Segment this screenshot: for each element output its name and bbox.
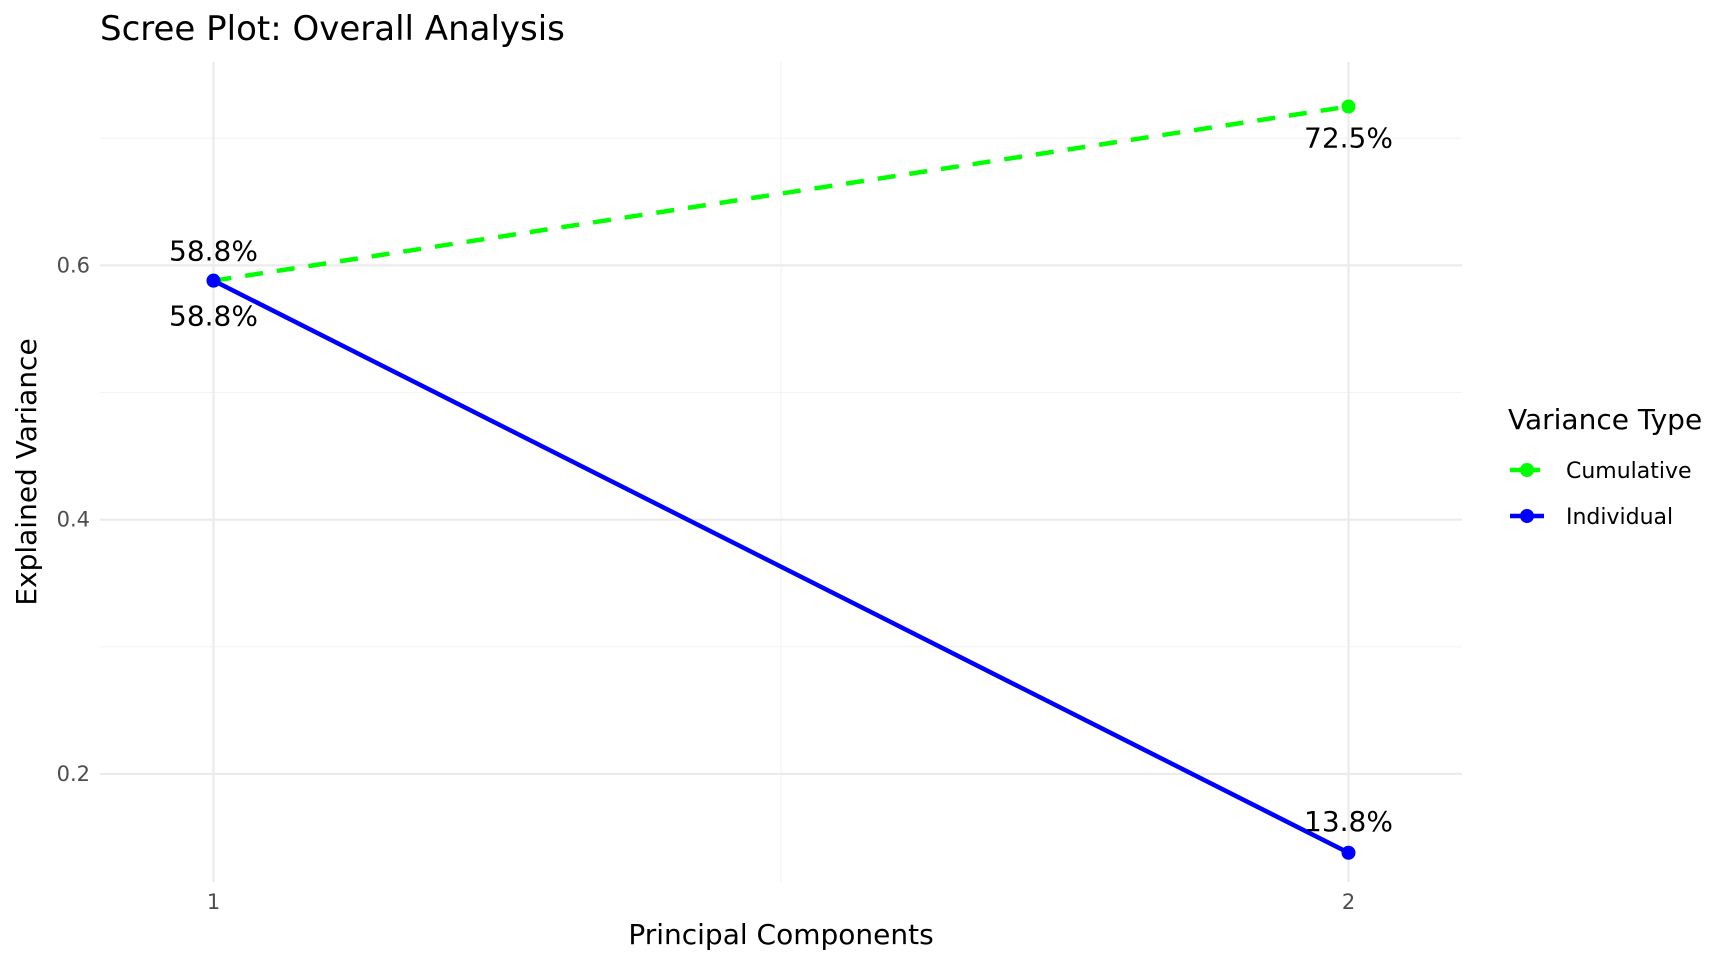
grid-lines xyxy=(100,62,1462,882)
legend-point-individual xyxy=(1520,509,1534,523)
data-point-individual xyxy=(206,273,221,288)
plot-area: 58.8% 72.5% 58.8% 13.8% xyxy=(100,62,1462,882)
y-tick-label: 0.2 xyxy=(57,762,90,786)
y-tick-label: 0.6 xyxy=(57,253,90,277)
x-axis-title: Principal Components xyxy=(628,918,933,951)
data-label-individual: 13.8% xyxy=(1304,805,1393,838)
legend-label-individual: Individual xyxy=(1566,505,1673,530)
y-axis-title: Explained Variance xyxy=(10,338,43,605)
data-label-individual: 58.8% xyxy=(169,300,258,333)
series-lines xyxy=(212,104,1350,855)
legend-key-individual xyxy=(1510,509,1544,523)
legend-key-cumulative xyxy=(1510,463,1544,477)
x-tick-label: 2 xyxy=(1342,890,1355,914)
data-point-individual xyxy=(1341,845,1356,860)
series-line-individual xyxy=(212,278,1350,855)
y-axis-tick-labels: 0.2 0.4 0.6 xyxy=(57,253,90,786)
data-labels: 58.8% 72.5% 58.8% 13.8% xyxy=(169,121,1393,837)
legend: Variance Type Cumulative Individual xyxy=(1508,403,1702,530)
data-point-cumulative xyxy=(1341,99,1356,114)
legend-title: Variance Type xyxy=(1508,403,1702,436)
legend-point-cumulative xyxy=(1520,463,1534,477)
data-points xyxy=(206,99,1356,860)
x-tick-label: 1 xyxy=(207,890,220,914)
y-tick-label: 0.4 xyxy=(57,508,90,532)
legend-label-cumulative: Cumulative xyxy=(1566,459,1692,484)
chart-title: Scree Plot: Overall Analysis xyxy=(100,9,565,49)
data-label-cumulative: 72.5% xyxy=(1304,121,1393,154)
data-label-cumulative: 58.8% xyxy=(169,235,258,268)
